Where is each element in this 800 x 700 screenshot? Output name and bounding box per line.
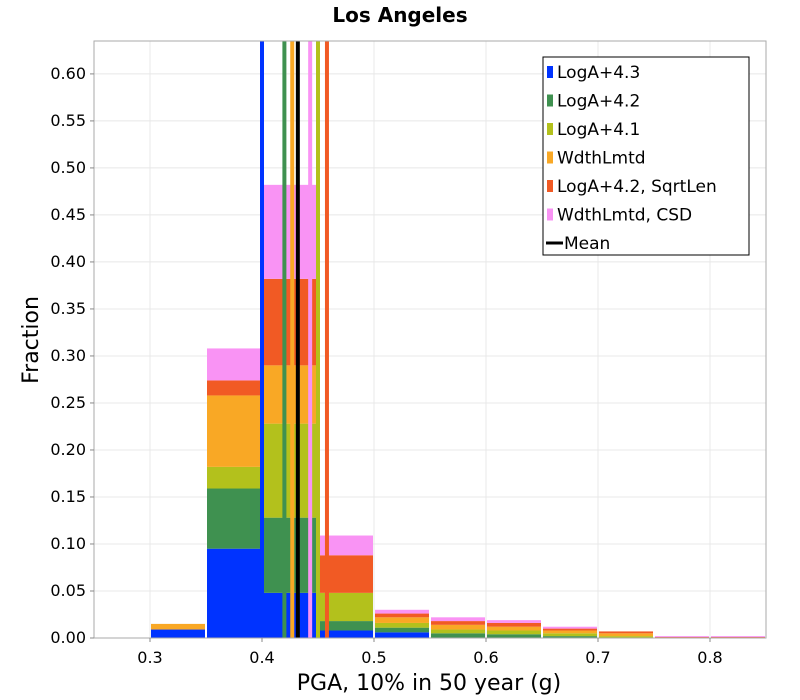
bar-segment (711, 636, 765, 638)
bar-segment (431, 617, 485, 622)
legend-swatch (547, 151, 553, 164)
bar-segment (263, 517, 317, 593)
y-tick-label: 0.15 (50, 487, 86, 506)
legend-label: WdthLmtd (557, 149, 646, 169)
x-tick-label: 0.5 (361, 648, 386, 667)
bar-segment (263, 278, 317, 366)
bar-segment (375, 627, 429, 633)
bar-segment (543, 626, 597, 629)
bar-segment (543, 630, 597, 634)
legend-label: LogA+4.2 (557, 92, 640, 112)
bar-segment (599, 631, 653, 634)
legend-label: WdthLmtd, CSD (557, 206, 692, 226)
bar-segment (599, 633, 653, 637)
x-tick-label: 0.3 (137, 648, 162, 667)
y-tick-label: 0.35 (50, 299, 86, 318)
legend-swatch (547, 208, 553, 221)
bar-segment (151, 629, 205, 638)
legend-swatch (547, 94, 553, 107)
y-axis-title: Fraction (19, 296, 44, 384)
x-tick-label: 0.4 (249, 648, 274, 667)
y-tick-label: 0.40 (50, 252, 86, 271)
bar-segment (375, 609, 429, 614)
axes (93, 40, 767, 639)
legend-swatch (547, 66, 553, 78)
y-tick-label: 0.45 (50, 205, 86, 224)
legend-box (542, 56, 750, 256)
y-tick-label: 0.10 (50, 534, 86, 553)
bar-segment (207, 548, 261, 638)
bar-segment (319, 630, 373, 638)
ticks: 0.00 0.05 0.10 0.15 0.20 0.25 0.30 0.35 0.40 0.45… (50, 64, 722, 667)
bar-segment (487, 620, 541, 623)
chart-title: Los Angeles (332, 3, 467, 27)
bar-segment (207, 466, 261, 489)
bar-segment (151, 623, 205, 630)
y-tick-label: 0.55 (50, 111, 86, 130)
y-tick-label: 0.25 (50, 393, 86, 412)
bar-segment (487, 630, 541, 635)
bar-segment (263, 365, 317, 424)
bar-segment (375, 613, 429, 618)
bar-segment (263, 184, 317, 279)
legend-swatch (547, 180, 553, 192)
plot-frame (93, 40, 767, 639)
legend-label: LogA+4.2, SqrtLen (557, 177, 717, 197)
bar-segment (487, 634, 541, 638)
y-tick-label: 0.50 (50, 158, 86, 177)
bar-segment (375, 617, 429, 623)
legend-label: LogA+4.3 (557, 63, 640, 83)
x-tick-label: 0.6 (473, 648, 498, 667)
bar-segment (487, 626, 541, 631)
bar-segment (487, 622, 541, 627)
bar-segment (319, 535, 373, 556)
x-tick-label: 0.7 (585, 648, 610, 667)
bar-segment (207, 380, 261, 396)
mean-lines (260, 41, 329, 638)
y-tick-label: 0.30 (50, 346, 86, 365)
y-tick-label: 0.00 (50, 628, 86, 647)
x-axis-title: PGA, 10% in 50 year (g) (297, 671, 561, 696)
bar-segment (431, 633, 485, 638)
bar-segment (599, 636, 653, 638)
bar-segment (543, 633, 597, 637)
bar-segment (543, 636, 597, 638)
bar-segment (263, 423, 317, 518)
bar-segment (431, 624, 485, 630)
bar-segment (319, 621, 373, 631)
legend-label: LogA+4.1 (557, 120, 640, 140)
bar-segment (431, 621, 485, 625)
legend-label: Mean (564, 234, 610, 254)
y-tick-label: 0.60 (50, 64, 86, 83)
bar-segment (543, 628, 597, 631)
bar-segment (375, 632, 429, 638)
bar-segment (263, 592, 317, 638)
bar-segment (655, 636, 709, 638)
bar-segment (375, 622, 429, 628)
y-tick-label: 0.20 (50, 440, 86, 459)
bar-segment (207, 488, 261, 549)
legend: LogA+4.3 LogA+4.2 LogA+4.1 WdthLmtd LogA+4.2… (542, 56, 750, 256)
bar-segment (431, 629, 485, 634)
bar-segment (207, 348, 261, 381)
y-tick-label: 0.05 (50, 581, 86, 600)
x-tick-label: 0.8 (697, 648, 722, 667)
bar-segment (207, 395, 261, 467)
legend-swatch (547, 123, 553, 135)
